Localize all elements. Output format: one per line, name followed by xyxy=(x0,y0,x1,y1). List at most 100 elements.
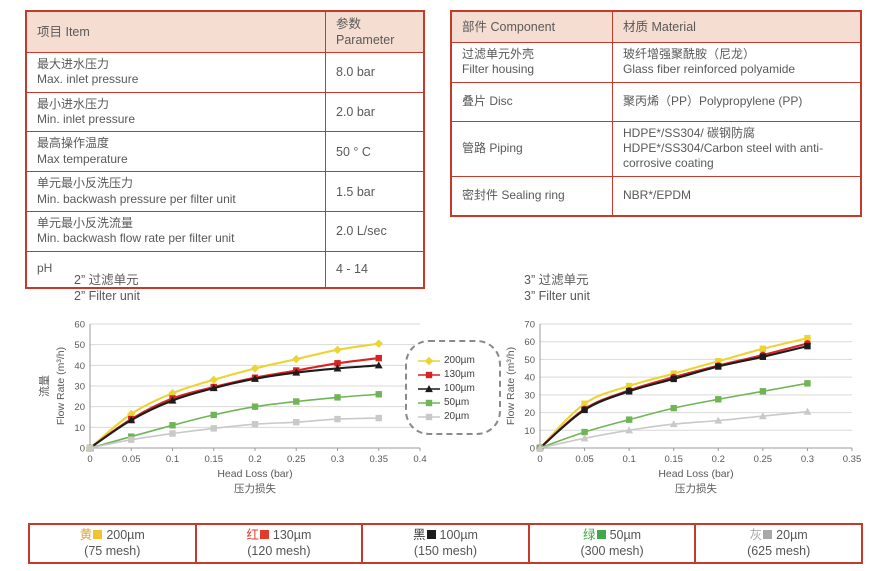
chart-title-cn: 3” 过滤单元 xyxy=(524,273,589,287)
series-marker xyxy=(127,416,136,424)
x-tick-label: 0.3 xyxy=(801,454,814,465)
series-marker xyxy=(715,363,722,370)
series-marker xyxy=(804,380,811,387)
series-marker xyxy=(168,389,177,398)
series-marker xyxy=(293,418,300,426)
color-name-cn: 黄 xyxy=(79,528,93,542)
table-row: 最小进水压力 Min. inlet pressure 2.0 bar xyxy=(25,91,425,133)
cell-line: Min. backwash flow rate per filter unit xyxy=(37,231,235,246)
material-cell: NBR*/EPDM xyxy=(612,175,862,217)
mesh-cell: 黑 100µm (150 mesh) xyxy=(361,522,530,565)
series-marker xyxy=(715,358,722,365)
table-row: 过滤单元外壳 Filter housing 玻纤增强聚酰胺（尼龙） Glass fib… xyxy=(450,42,862,83)
mesh-cell-line1: 绿 50µm xyxy=(530,528,695,544)
series-marker xyxy=(375,414,382,422)
series-marker xyxy=(334,394,341,401)
series-marker xyxy=(670,404,677,412)
y-tick-label: 60 xyxy=(74,320,85,331)
cell-line: 单元最小反洗压力 xyxy=(37,176,134,191)
table-row: pH 4 - 14 xyxy=(25,250,425,289)
y-tick-label: 30 xyxy=(524,390,535,401)
legend-label: 20µm xyxy=(444,411,470,422)
cell-line: 聚丙烯（PP）Polypropylene (PP) xyxy=(623,94,803,109)
series-marker xyxy=(425,413,433,420)
x-tick-label: 0.05 xyxy=(575,454,594,465)
legend-item: 130µm xyxy=(417,369,493,380)
series-marker xyxy=(581,400,588,407)
x-tick-label: 0.15 xyxy=(664,454,683,465)
cell-line: 最高操作温度 xyxy=(37,136,110,151)
y-tick-label: 70 xyxy=(524,320,535,331)
cell-line: Filter housing xyxy=(462,62,535,77)
mesh-cell: 灰 20µm (625 mesh) xyxy=(694,522,863,565)
item-cell: 最小进水压力 Min. inlet pressure xyxy=(25,91,326,133)
series-marker xyxy=(334,415,341,423)
x-tick-label: 0.15 xyxy=(205,454,224,465)
spec-table-body: 最大进水压力 Max. inlet pressure 8.0 bar 最小进水压力 Mi… xyxy=(25,52,425,289)
material-cell: HDPE*/SS304/ 碳钢防腐 HDPE*/SS304/Carbon stee… xyxy=(612,120,862,177)
cell-line: 密封件 Sealing ring xyxy=(462,188,565,203)
series-marker xyxy=(803,407,812,415)
x-tick-label: 0.4 xyxy=(413,454,426,465)
table-row: 最大进水压力 Max. inlet pressure 8.0 bar xyxy=(25,52,425,93)
mesh-cell-line1: 黑 100µm xyxy=(363,528,528,544)
chart-title-cn: 2” 过滤单元 xyxy=(74,273,139,287)
mesh-table: 黄 200µm (75 mesh) 红 130µm (120 mesh) 黑 100µm (15… xyxy=(28,522,863,565)
series-line-50µm xyxy=(89,393,379,449)
series-marker xyxy=(625,426,634,434)
series-marker xyxy=(168,396,177,404)
color-swatch xyxy=(259,530,269,539)
cell-line: Min. backwash pressure per filter unit xyxy=(37,191,236,206)
color-name-cn: 黑 xyxy=(412,528,426,542)
series-marker xyxy=(425,384,433,392)
y-axis-label-cn: 流量 xyxy=(37,375,51,397)
x-tick-label: 0.05 xyxy=(122,454,141,465)
series-marker xyxy=(580,434,589,442)
material-table: 部件 Component 材质 Material 过滤单元外壳 Filter ho… xyxy=(450,10,862,217)
component-cell: 管路 Piping xyxy=(450,120,613,177)
y-tick-label: 0 xyxy=(80,444,85,455)
cell-line: HDPE*/SS304/ 碳钢防腐 xyxy=(623,125,756,140)
series-marker xyxy=(209,384,218,392)
chart-3inch-block: 3” 过滤单元 3” Filter unit 0 10 20 30 40 50 60 70 0 0… xyxy=(478,272,870,507)
series-marker xyxy=(759,353,767,360)
series-marker xyxy=(581,428,588,436)
component-cell: 密封件 Sealing ring xyxy=(450,175,613,217)
series-marker xyxy=(758,412,767,420)
table-row: 单元最小反洗流量 Min. backwash flow rate per filt… xyxy=(25,210,425,252)
legend-label: 50µm xyxy=(444,397,470,408)
cell-line: 过滤单元外壳 xyxy=(462,47,535,61)
cell-line: 叠片 Disc xyxy=(462,94,513,109)
legend-marker xyxy=(418,399,440,406)
chart-title-en: 3” Filter unit xyxy=(524,289,590,304)
y-tick-label: 30 xyxy=(74,382,85,393)
legend-label: 100µm xyxy=(444,383,475,394)
table-row: 密封件 Sealing ring NBR*/EPDM xyxy=(450,175,862,217)
micron-size: 20µm xyxy=(776,528,808,542)
mesh-cell-line1: 红 130µm xyxy=(197,528,362,544)
value-cell: 8.0 bar xyxy=(325,52,425,93)
x-tick-label: 0.3 xyxy=(331,454,344,465)
item-cell: 最大进水压力 Max. inlet pressure xyxy=(25,52,326,93)
x-tick-label: 0.25 xyxy=(287,454,306,465)
series-marker xyxy=(333,345,342,355)
value-cell: 2.0 bar xyxy=(325,91,425,133)
color-swatch xyxy=(596,530,606,539)
series-marker xyxy=(424,356,434,365)
cell-line: 管路 Piping xyxy=(462,141,523,156)
chart-title: 3” 过滤单元 3” Filter unit xyxy=(478,272,870,310)
x-axis-label: Head Loss (bar) xyxy=(217,468,292,480)
series-marker xyxy=(715,396,722,403)
chart-title-en: 2” Filter unit xyxy=(74,289,140,304)
series-marker xyxy=(169,430,176,437)
y-tick-label: 20 xyxy=(74,402,85,413)
series-marker xyxy=(375,354,382,362)
y-tick-label: 50 xyxy=(74,340,85,351)
cell-line: 最小进水压力 xyxy=(37,96,110,111)
material-component-header: 部件 Component xyxy=(450,10,613,43)
series-marker xyxy=(292,354,301,364)
series-marker xyxy=(210,425,217,432)
color-swatch xyxy=(763,530,773,539)
color-name-cn: 红 xyxy=(246,528,259,542)
